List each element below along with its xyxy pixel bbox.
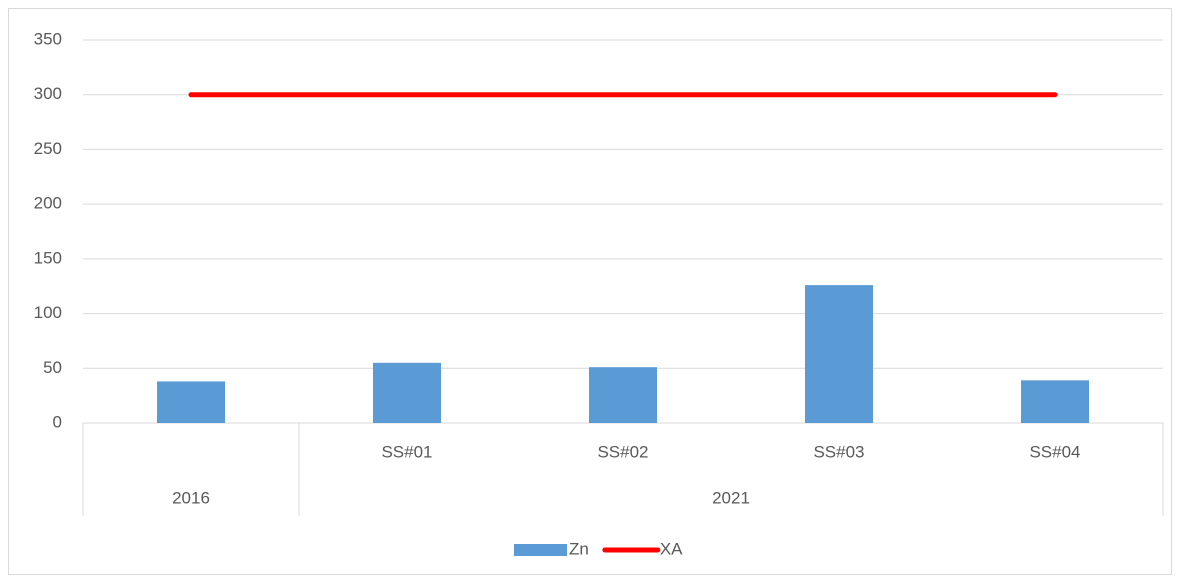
x-tick-label: SS#01 <box>381 442 432 461</box>
bar <box>589 367 657 423</box>
legend-label: Zn <box>569 539 589 558</box>
y-tick-label: 100 <box>34 303 62 322</box>
bar <box>157 381 225 423</box>
y-tick-label: 200 <box>34 194 62 213</box>
bar <box>1021 380 1089 423</box>
y-tick-label: 300 <box>34 84 62 103</box>
y-tick-label: 50 <box>43 358 62 377</box>
y-tick-label: 350 <box>34 29 62 48</box>
bar <box>373 362 441 423</box>
y-tick-label: 0 <box>53 412 62 431</box>
group-label: 2021 <box>712 488 750 507</box>
y-tick-label: 250 <box>34 139 62 158</box>
x-tick-label: SS#03 <box>813 442 864 461</box>
group-label: 2016 <box>172 488 210 507</box>
chart-border <box>8 8 1172 575</box>
legend-label: XA <box>660 539 683 558</box>
x-tick-label: SS#04 <box>1029 442 1080 461</box>
bar <box>805 285 873 423</box>
legend-swatch <box>514 544 567 556</box>
x-tick-label: SS#02 <box>597 442 648 461</box>
y-tick-label: 150 <box>34 248 62 267</box>
